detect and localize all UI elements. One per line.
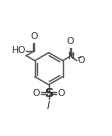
Text: −: −: [77, 55, 82, 61]
Text: S: S: [44, 87, 53, 100]
Text: N: N: [67, 52, 74, 61]
Text: HO: HO: [11, 46, 26, 55]
Text: O: O: [57, 89, 65, 98]
Text: O: O: [66, 37, 74, 46]
Text: +: +: [69, 52, 74, 57]
Text: O: O: [31, 32, 38, 41]
Text: O: O: [33, 89, 40, 98]
Text: I: I: [47, 101, 50, 111]
Text: O: O: [77, 56, 85, 65]
